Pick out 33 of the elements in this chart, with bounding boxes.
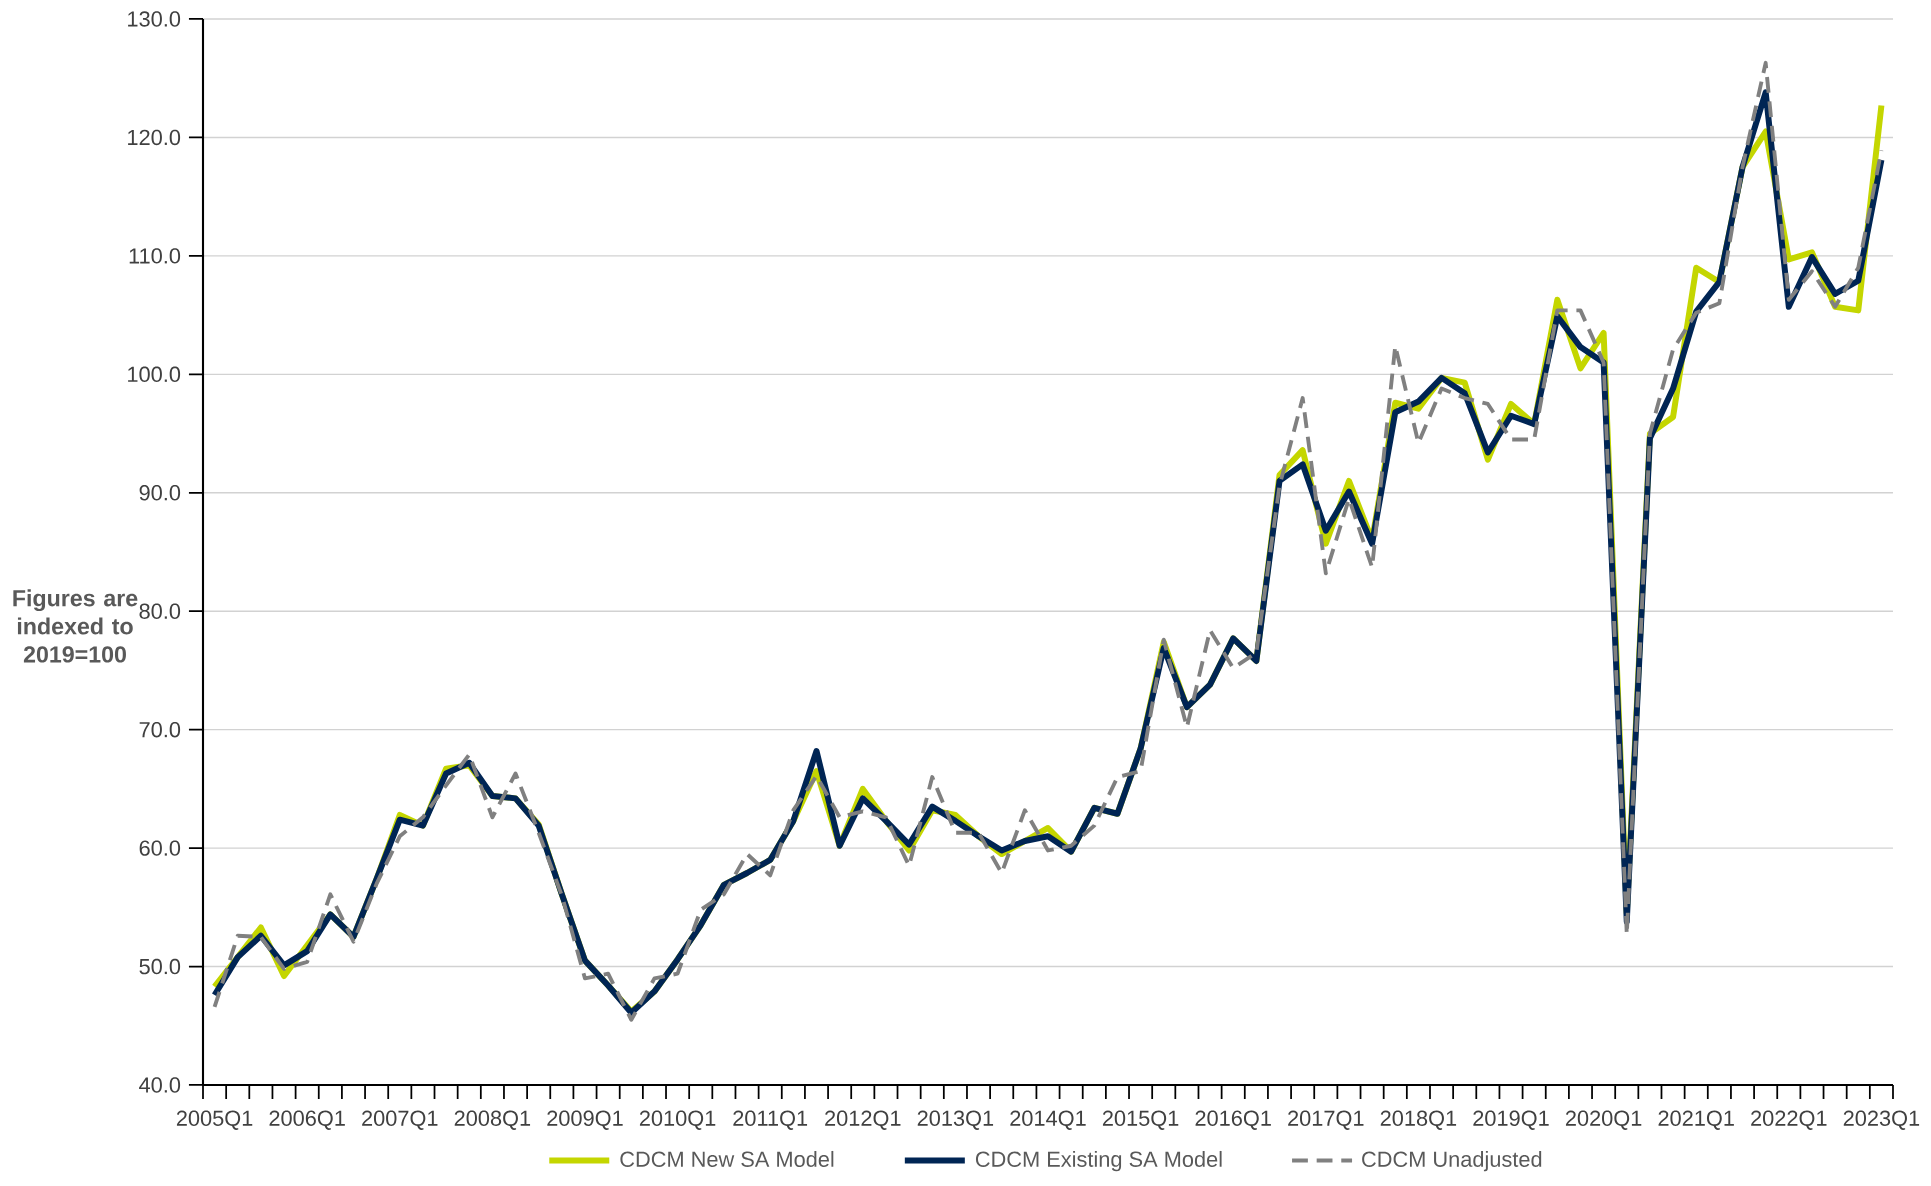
y-tick-label: 50.0: [139, 958, 181, 975]
x-tick-label: 2018Q1: [1380, 1110, 1457, 1130]
y-tick-label: 40.0: [139, 1077, 181, 1093]
y-tick-label: 130.0: [128, 11, 181, 27]
y-axis-title: Figures are indexed to 2019=100: [13, 589, 138, 663]
x-tick-label: 2022Q1: [1751, 1110, 1827, 1130]
x-tick-label: 2019Q1: [1473, 1110, 1549, 1130]
y-tick-label: 100.0: [128, 366, 181, 383]
y-tick-label: 60.0: [139, 840, 181, 856]
x-tick-label: 2023Q1: [1843, 1110, 1920, 1130]
legend-label: CDCM New SA Model: [620, 1150, 834, 1167]
x-tick-label: 2013Q1: [917, 1110, 994, 1130]
x-tick-label: 2015Q1: [1102, 1110, 1179, 1130]
x-tick-label: 2021Q1: [1658, 1110, 1734, 1130]
x-tick-label: 2007Q1: [362, 1110, 438, 1130]
x-tick-label: 2006Q1: [269, 1110, 345, 1130]
legend-label: CDCM Unadjusted: [1362, 1150, 1542, 1172]
y-tick-label: 110.0: [129, 248, 181, 264]
x-tick-label: 2005Q1: [176, 1110, 253, 1130]
x-tick-label: 2008Q1: [454, 1110, 531, 1130]
y-tick-label: 120.0: [128, 129, 181, 146]
x-tick-label: 2012Q1: [825, 1110, 901, 1130]
x-tick-label: 2009Q1: [547, 1110, 623, 1130]
x-tick-label: 2010Q1: [639, 1110, 716, 1130]
y-tick-label: 80.0: [139, 603, 181, 619]
y-tick-label: 90.0: [139, 485, 181, 501]
y-tick-label: 70.0: [139, 721, 181, 738]
x-tick-label: 2014Q1: [1010, 1110, 1086, 1130]
x-tick-label: 2016Q1: [1195, 1110, 1271, 1130]
x-tick-label: 2011Q1: [733, 1110, 808, 1130]
x-tick-label: 2017Q1: [1288, 1110, 1364, 1130]
x-tick-label: 2020Q1: [1565, 1110, 1642, 1130]
legend-label: CDCM Existing SA Model: [975, 1150, 1222, 1172]
